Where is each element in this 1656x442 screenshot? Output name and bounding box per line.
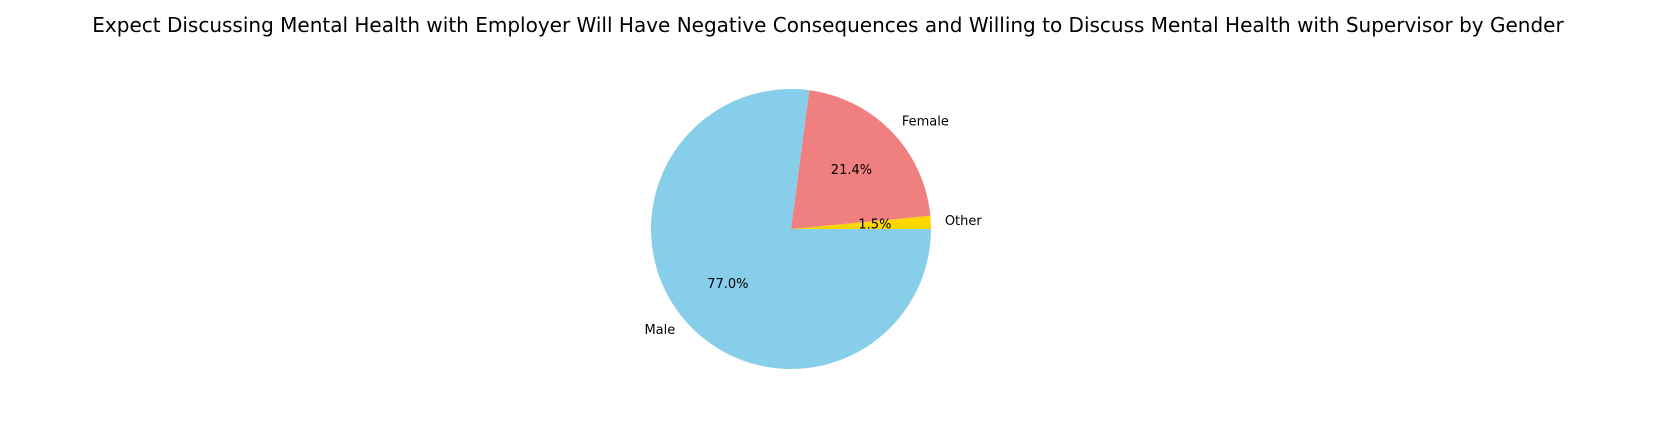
pct-label-male: 77.0% [707, 277, 748, 292]
pie-slice-female [791, 90, 931, 229]
slice-label-male: Male [644, 323, 675, 338]
pie-slice-other [791, 215, 931, 229]
slice-label-female: Female [902, 115, 949, 130]
pie-slices [651, 89, 931, 370]
chart-title: Expect Discussing Mental Health with Emp… [92, 13, 1564, 37]
pct-label-other: 1.5% [858, 218, 891, 233]
pie-labels: Other 1.5% Female 21.4% Male 77.0% [644, 115, 982, 338]
pie-slice-male [651, 89, 931, 370]
pct-label-female: 21.4% [831, 163, 872, 178]
slice-label-other: Other [945, 214, 983, 229]
